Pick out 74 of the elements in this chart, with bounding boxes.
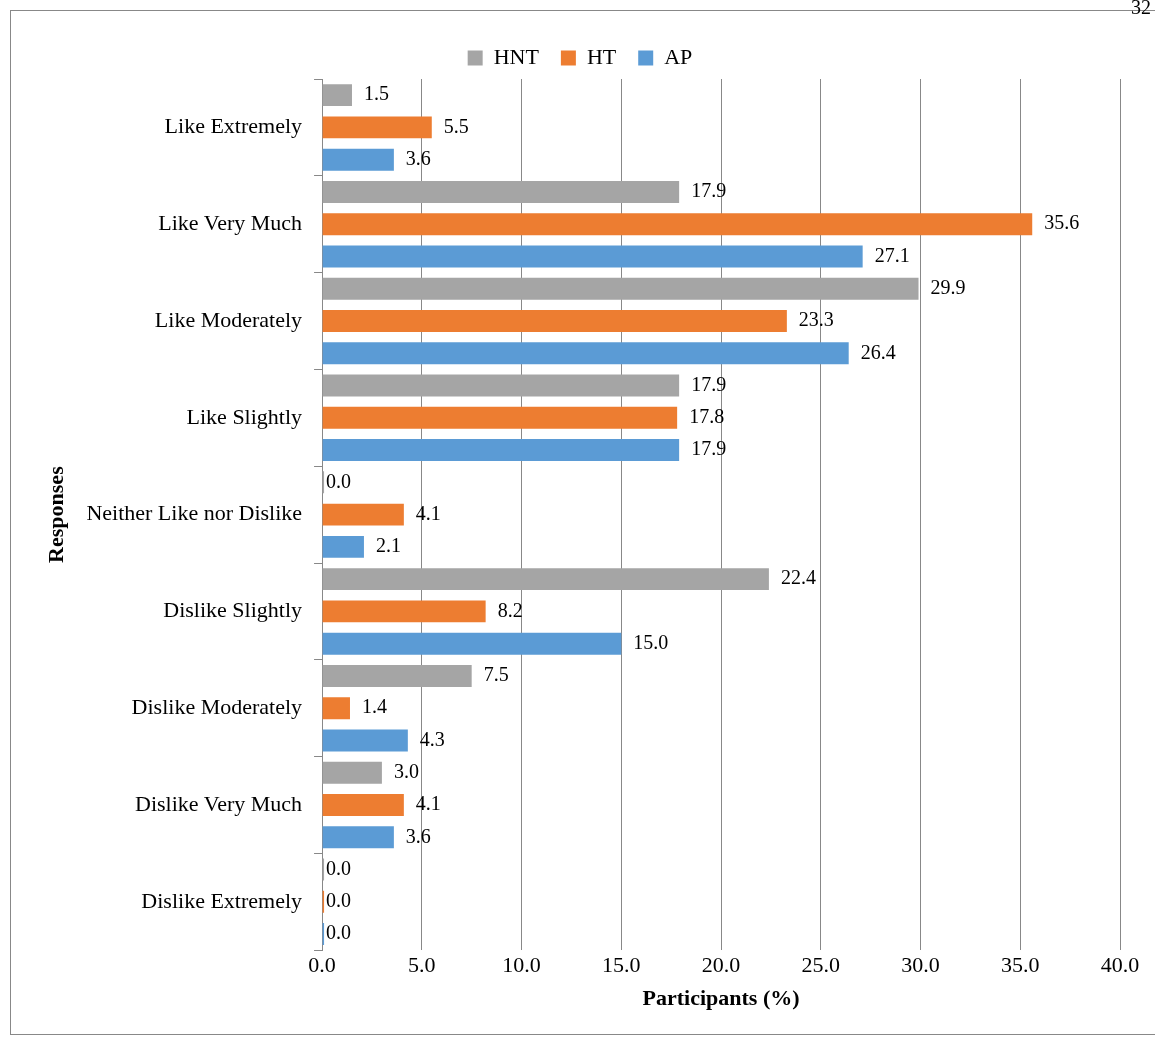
y-tick-label: Neither Like nor Dislike <box>86 500 303 526</box>
data-label: 3.6 <box>405 824 431 847</box>
y-tick-label: Like Extremely <box>164 113 303 139</box>
x-tick-label: 25.0 <box>801 952 841 978</box>
x-tick-label: 15.0 <box>602 952 641 978</box>
x-axis-title: Participants (%) <box>642 985 800 1011</box>
data-label: 22.4 <box>780 566 816 589</box>
x-tick-label: 20.0 <box>701 952 741 978</box>
x-tick-label: 35.0 <box>1001 952 1040 978</box>
legend-label: HNT <box>493 43 540 69</box>
bar <box>322 439 680 462</box>
data-label: 29.9 <box>930 275 966 298</box>
data-label: 3.6 <box>405 146 431 169</box>
data-label: 1.4 <box>361 695 387 718</box>
y-tick-label: Dislike Very Much <box>135 790 303 816</box>
bar <box>322 729 408 752</box>
data-label: 17.9 <box>691 437 727 460</box>
text: 32 <box>1131 0 1151 19</box>
data-label: 0.0 <box>326 921 352 944</box>
data-label: 4.1 <box>415 792 441 815</box>
bar <box>322 342 849 365</box>
x-tick-label: 40.0 <box>1100 952 1140 978</box>
data-label: 7.5 <box>483 663 509 686</box>
data-label: 15.0 <box>633 630 669 653</box>
bar <box>322 664 472 687</box>
data-label: 17.8 <box>689 405 725 428</box>
bar <box>322 116 432 139</box>
y-axis-title: Responses <box>42 465 68 563</box>
legend-label: AP <box>664 43 693 69</box>
bar <box>322 213 1033 236</box>
x-tick-label: 10.0 <box>502 952 541 978</box>
data-label: 4.1 <box>415 501 441 524</box>
bar <box>322 600 486 623</box>
data-label: 0.0 <box>326 469 352 492</box>
data-label: 17.9 <box>691 372 727 395</box>
bar <box>322 245 863 268</box>
data-label: 27.1 <box>874 243 910 266</box>
bar <box>322 794 404 816</box>
bar <box>322 277 919 300</box>
data-label: 1.5 <box>363 82 389 105</box>
x-tick-label: 30.0 <box>901 952 940 978</box>
data-label: 4.3 <box>419 727 445 750</box>
bar <box>322 148 394 171</box>
data-label: 26.4 <box>860 340 896 363</box>
bar <box>322 374 680 397</box>
data-label: 2.1 <box>375 534 401 557</box>
legend-label: HT <box>586 43 617 69</box>
bar <box>322 406 678 429</box>
bar <box>322 503 404 526</box>
bar <box>322 568 769 591</box>
data-label: 8.2 <box>497 598 523 621</box>
data-label: 35.6 <box>1044 211 1080 234</box>
y-tick-label: Dislike Moderately <box>131 693 303 719</box>
y-tick-label: Like Moderately <box>154 306 303 332</box>
bar <box>322 535 364 558</box>
bar <box>322 697 350 720</box>
bar <box>322 180 680 203</box>
bar <box>322 632 622 655</box>
y-tick-label: Like Very Much <box>158 209 303 235</box>
bar <box>322 310 787 332</box>
data-label: 3.0 <box>393 759 419 782</box>
bar <box>322 761 382 784</box>
y-tick-label: Dislike Slightly <box>163 597 303 623</box>
bar <box>322 84 352 107</box>
x-tick-label: 0.0 <box>308 952 336 978</box>
y-tick-label: Dislike Extremely <box>141 887 303 913</box>
bar <box>322 826 394 849</box>
data-label: 5.5 <box>443 114 469 137</box>
data-label: 0.0 <box>326 856 352 879</box>
data-label: 0.0 <box>326 889 352 912</box>
y-tick-label: Like Slightly <box>186 403 303 429</box>
x-tick-label: 5.0 <box>408 952 436 978</box>
data-label: 23.3 <box>798 308 834 331</box>
data-label: 17.9 <box>691 179 727 202</box>
